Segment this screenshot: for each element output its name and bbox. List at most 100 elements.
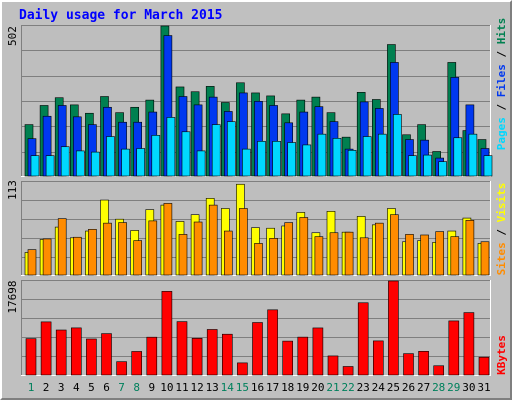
pages-bar (227, 121, 236, 177)
visits-panel-legend: Sites / Visits (495, 183, 508, 276)
x-tick-label: 3 (58, 381, 65, 394)
pages-bar (121, 148, 130, 177)
x-tick-label: 21 (326, 381, 339, 394)
x-tick-label: 19 (296, 381, 309, 394)
sites-bar (27, 249, 37, 276)
legend-sites: Sites (495, 242, 508, 275)
legend-kbytes: KBytes (495, 335, 508, 375)
x-tick-label: 2 (43, 381, 50, 394)
kbytes-axis-max-label: 17698 (6, 280, 19, 313)
kbytes-bar (252, 322, 263, 376)
x-tick-label: 7 (118, 381, 125, 394)
sites-bar (329, 232, 339, 276)
legend-files: Files (495, 64, 508, 97)
pages-bar (468, 133, 478, 177)
pages-bar (332, 138, 342, 177)
sites-bar (269, 238, 278, 276)
kbytes-bar (86, 338, 97, 376)
x-tick-label: 6 (103, 381, 110, 394)
pages-bar (196, 150, 206, 177)
pages-bar (45, 155, 55, 177)
kbytes-bar (206, 329, 218, 376)
kbytes-bar (448, 320, 460, 376)
sites-bar (405, 234, 414, 276)
pages-bar (483, 155, 493, 177)
legend-visits: Visits (495, 183, 508, 223)
sites-bar (420, 234, 429, 276)
sites-bar (299, 217, 309, 276)
x-tick-label: 1 (28, 381, 35, 394)
kbytes-bar (176, 321, 188, 376)
kbytes-bar (55, 329, 67, 376)
kbytes-bar (101, 333, 112, 376)
sites-bar (42, 238, 52, 276)
kbytes-bar (372, 340, 384, 376)
sites-bar (254, 243, 263, 276)
kbytes-bar (161, 291, 173, 376)
pages-bar (30, 155, 40, 177)
kbytes-bar (478, 356, 490, 376)
x-tick-label: 11 (175, 381, 188, 394)
x-tick-label: 26 (402, 381, 415, 394)
sites-bar (193, 221, 203, 276)
pages-bar (453, 137, 463, 177)
x-tick-label: 5 (88, 381, 95, 394)
kbytes-bar (191, 337, 203, 376)
legend-hits: Hits (495, 18, 508, 45)
x-tick-label: 22 (341, 381, 354, 394)
kbytes-bar (40, 321, 52, 376)
pages-bar (362, 136, 372, 177)
pages-bar (76, 150, 85, 177)
kbytes-bar (403, 353, 414, 376)
pages-bar (347, 150, 357, 177)
sites-bar (465, 220, 475, 276)
x-tick-label: 25 (387, 381, 400, 394)
sites-bar (148, 220, 158, 276)
kbytes-bar (388, 280, 399, 376)
sites-bar (435, 231, 445, 276)
x-tick-label: 24 (372, 381, 386, 394)
sites-bar (73, 236, 82, 276)
kbytes-bar (282, 340, 294, 376)
x-tick-label: 8 (133, 381, 140, 394)
x-tick-label: 15 (236, 381, 249, 394)
pages-bar (438, 161, 448, 177)
kbytes-bar (267, 309, 278, 376)
x-tick-label: 9 (148, 381, 155, 394)
pages-bar (211, 124, 221, 177)
kbytes-panel-legend: KBytes (495, 335, 508, 375)
sites-bar (344, 231, 354, 276)
sites-bar (450, 236, 460, 276)
pages-bar (166, 117, 176, 177)
legend-separator: / (495, 222, 508, 242)
chart-title: Daily usage for March 2015 (19, 8, 223, 23)
x-tick-label: 18 (281, 381, 294, 394)
kbytes-bar (327, 355, 339, 376)
pages-bar (60, 146, 70, 177)
kbytes-bar (342, 366, 354, 376)
x-tick-label: 31 (477, 381, 490, 394)
sites-bar (224, 230, 233, 276)
kbytes-bar (222, 333, 233, 376)
sites-bar (133, 240, 142, 276)
pages-bar (287, 142, 297, 177)
pages-bar (408, 155, 417, 177)
sites-bar (57, 218, 67, 276)
hits-axis-max-label: 502 (6, 26, 19, 46)
kbytes-bar (357, 302, 369, 376)
pages-bar (317, 133, 327, 177)
pages-bar (272, 141, 281, 177)
sites-bar (163, 203, 173, 276)
pages-bar (136, 148, 145, 177)
x-tick-label: 16 (251, 381, 264, 394)
kbytes-bar (463, 312, 475, 376)
kbytes-bar (312, 327, 324, 376)
hits-panel-legend: Pages / Files / Hits (495, 18, 508, 151)
x-tick-label: 14 (221, 381, 235, 394)
pages-bar (242, 148, 251, 177)
x-tick-label: 29 (447, 381, 460, 394)
x-tick-label: 13 (206, 381, 219, 394)
x-tick-label: 23 (357, 381, 370, 394)
pages-bar (377, 133, 387, 177)
